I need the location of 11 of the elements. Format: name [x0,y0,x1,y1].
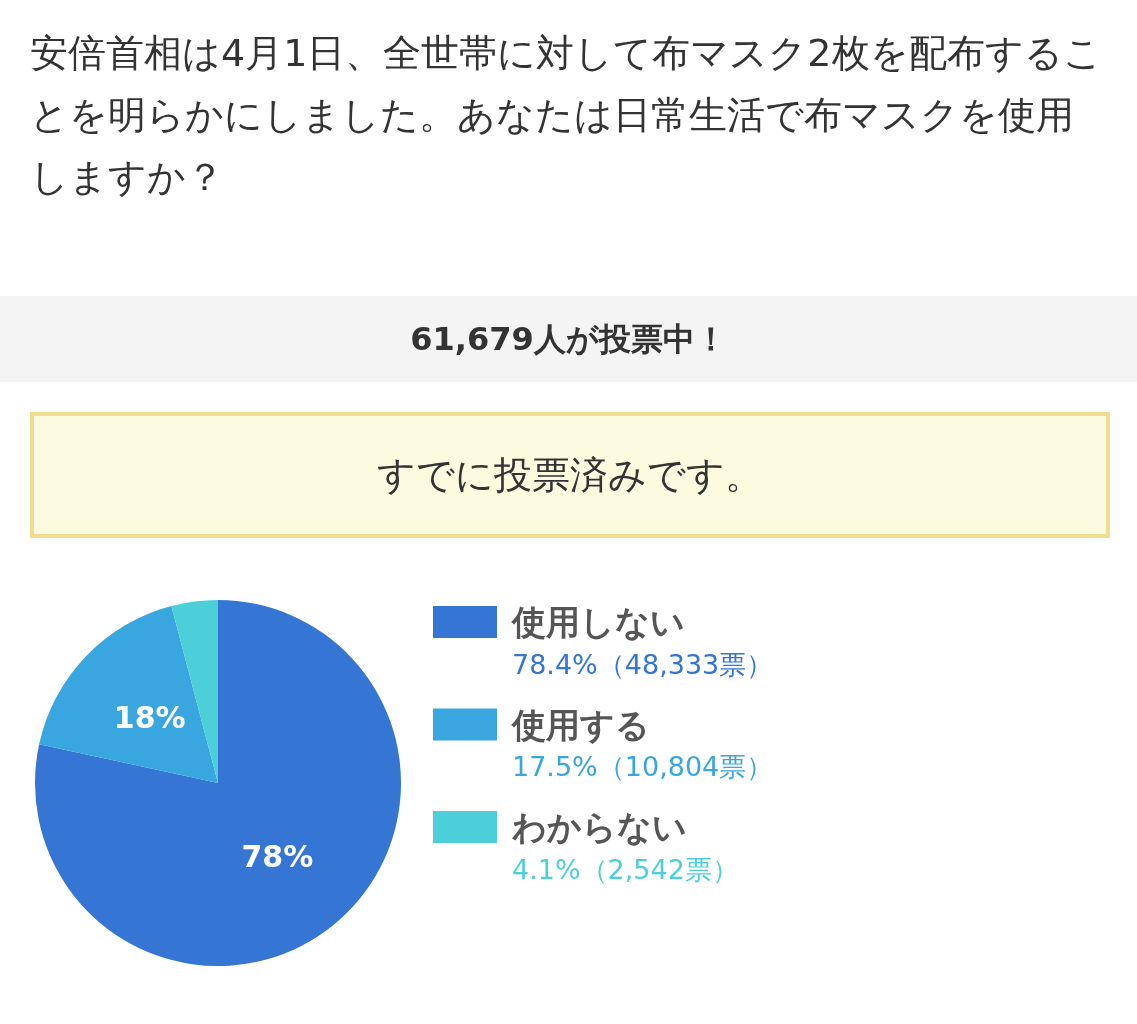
chart-subtitle: 61,679人が投票中！ [0,296,1137,382]
text: 4.1%（2,542票） [512,853,739,885]
data-label: 18% [113,700,186,736]
chart-title: 安倍首相は4月1日、全世帯に対して布マスク2枚を配布することを明らかにしました。あなたは日常生活で布マスクを使用しますか？ [30,30,1103,201]
text: 78.4%（48,333票） [512,648,774,680]
data-label: 78% [241,839,314,875]
text: 17.5%（10,804票） [512,751,774,782]
text: すでに投票済みです。 [30,412,1110,538]
legend-label: わからない [512,807,687,847]
legend-label: 使用しない [511,602,685,642]
legend-label: 使用する [511,704,650,745]
